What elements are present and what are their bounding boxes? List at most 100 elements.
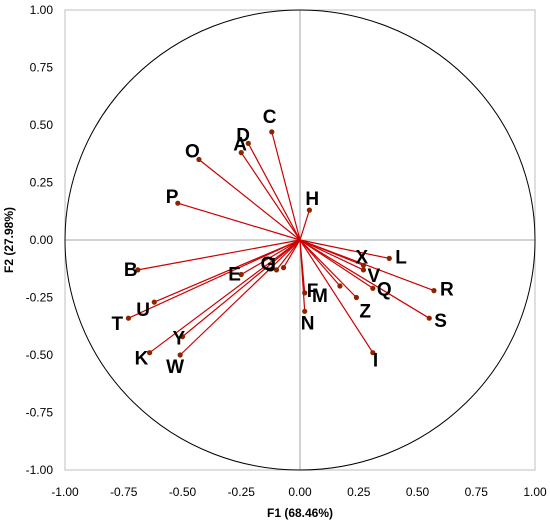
point-r: [431, 288, 437, 294]
vector-m: [299, 239, 341, 287]
vector-v: [299, 239, 364, 271]
label-o: O: [185, 142, 200, 163]
y-tick-label: -1.00: [26, 463, 54, 477]
point-b: [135, 267, 141, 273]
label-l: L: [395, 247, 407, 268]
vector-x: [299, 239, 364, 266]
loading-points: [125, 129, 437, 358]
label-e: E: [228, 265, 241, 286]
x-tick-label: 0.75: [465, 485, 489, 499]
vector-q: [299, 239, 374, 289]
label-m: M: [312, 286, 328, 307]
y-tick-label: 0.00: [30, 233, 54, 247]
x-axis-tick-labels: -1.00 -0.75 -0.50 -0.25 0.00 0.25 0.50 0.75 1.00: [51, 485, 547, 499]
label-x: X: [355, 247, 368, 268]
vector-t: [128, 239, 301, 319]
label-w: W: [166, 357, 184, 378]
label-g: G: [261, 254, 276, 275]
label-k: K: [135, 349, 149, 370]
x-tick-label: -0.75: [110, 485, 138, 499]
label-y: Y: [173, 329, 186, 350]
x-tick-label: -1.00: [51, 485, 79, 499]
x-axis-title: F1 (68.46%): [267, 506, 333, 520]
point-p: [175, 200, 181, 206]
point-z: [353, 294, 359, 301]
point-u: [151, 299, 157, 305]
vector-u: [154, 239, 301, 303]
label-z: Z: [359, 302, 371, 323]
y-axis-tick-labels: 1.00 0.75 0.50 0.25 0.00 -0.25 -0.50 -0.75 -1.00: [26, 3, 54, 477]
point-f: [302, 290, 308, 296]
point-a: [238, 150, 244, 156]
label-t: T: [111, 314, 123, 335]
label-h: H: [305, 189, 319, 210]
unit-circle: [64, 9, 536, 471]
variable-labels: A B CD E F G H I J K L MN O P Q RS TU V W X Y Z: [111, 107, 454, 378]
vector-e: [240, 239, 301, 276]
point-c: [269, 129, 275, 135]
point-y: [179, 334, 186, 340]
point-k: [147, 350, 153, 356]
point-e: [238, 271, 244, 278]
x-tick-label: 0.50: [406, 485, 430, 499]
vector-k: [149, 239, 301, 354]
point-w: [177, 352, 183, 358]
vector-i: [299, 239, 374, 354]
label-a: A: [233, 135, 247, 156]
y-tick-label: -0.25: [26, 291, 54, 305]
point-i: [370, 350, 376, 356]
vector-h: [299, 209, 310, 241]
point-n: [302, 308, 308, 314]
vector-y: [182, 239, 301, 338]
label-j: J: [266, 256, 277, 277]
point-t: [125, 315, 132, 321]
point-s: [426, 315, 432, 321]
vector-b: [137, 239, 301, 271]
point-v: [360, 267, 367, 273]
vector-z: [299, 239, 357, 298]
y-tick-label: 1.00: [30, 3, 54, 17]
point-x: [360, 262, 367, 268]
label-n: N: [301, 313, 315, 334]
label-u: U: [136, 300, 150, 321]
x-tick-label: 1.00: [523, 485, 547, 499]
point-o: [196, 156, 202, 163]
y-axis-title: F2 (27.98%): [2, 207, 16, 273]
label-q: Q: [377, 279, 392, 300]
label-b: B: [124, 260, 138, 281]
vector-g: [276, 239, 301, 271]
loading-vectors: [128, 131, 435, 356]
x-tick-label: -0.50: [169, 485, 197, 499]
vector-n: [299, 239, 306, 312]
point-d: [245, 140, 251, 146]
label-c: C: [263, 107, 277, 128]
vector-a: [240, 152, 301, 241]
point-g: [273, 267, 280, 273]
label-p: P: [166, 187, 179, 208]
x-tick-label: 0.00: [288, 485, 312, 499]
label-v: V: [367, 266, 380, 287]
point-q: [370, 285, 376, 291]
vector-c: [271, 131, 301, 241]
label-r: R: [440, 280, 454, 301]
vector-d: [247, 143, 301, 241]
vector-w: [179, 239, 301, 356]
vector-p: [177, 202, 301, 241]
label-d: D: [236, 125, 250, 146]
label-s: S: [434, 311, 447, 332]
vector-l: [299, 239, 390, 259]
point-m: [337, 283, 343, 289]
point-h: [306, 207, 312, 213]
label-i: I: [373, 351, 378, 372]
y-tick-label: -0.50: [26, 348, 54, 362]
y-tick-label: 0.25: [30, 176, 54, 190]
x-tick-label: 0.25: [347, 485, 371, 499]
point-j: [280, 265, 287, 271]
y-tick-label: -0.75: [26, 406, 54, 420]
vector-s: [299, 239, 430, 319]
label-f: F: [307, 281, 319, 302]
x-tick-label: -0.25: [228, 485, 256, 499]
y-tick-label: 0.75: [30, 61, 54, 75]
